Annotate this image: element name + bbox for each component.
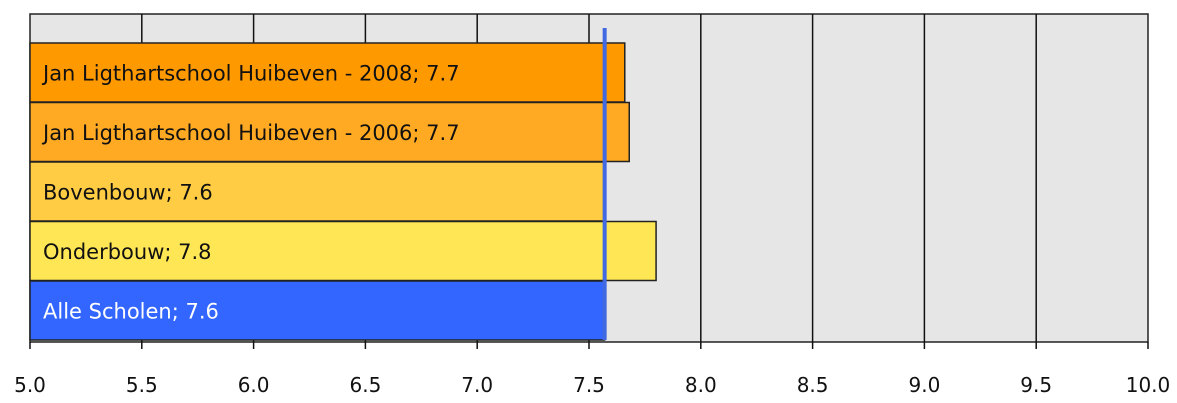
- bars: Jan Ligthartschool Huibeven - 2008; 7.7 J…: [29, 42, 657, 341]
- tick-label: 7.5: [573, 373, 605, 397]
- tick-label: 8.0: [685, 373, 717, 397]
- tick-label: 10.0: [1126, 373, 1171, 397]
- tick-label: 5.5: [126, 373, 158, 397]
- bar-label: Bovenbouw; 7.6: [43, 181, 213, 205]
- tick-label: 9.5: [1020, 373, 1052, 397]
- tick-label: 8.5: [797, 373, 829, 397]
- x-axis-ticks: 5.0 5.5 6.0 6.5 7.0 7.5 8.0 8.5 9.0 9.5 10.0: [14, 342, 1170, 397]
- tick-label: 6.0: [238, 373, 270, 397]
- bar-label: Jan Ligthartschool Huibeven - 2006; 7.7: [41, 121, 460, 145]
- bar-label: Jan Ligthartschool Huibeven - 2008; 7.7: [41, 62, 460, 86]
- tick-label: 7.0: [461, 373, 493, 397]
- bar: [29, 280, 606, 341]
- tick-label: 5.0: [14, 373, 46, 397]
- bar-label: Alle Scholen; 7.6: [43, 300, 219, 324]
- tick-label: 6.5: [349, 373, 381, 397]
- bar-label: Onderbouw; 7.8: [43, 240, 212, 264]
- tick-label: 9.0: [908, 373, 940, 397]
